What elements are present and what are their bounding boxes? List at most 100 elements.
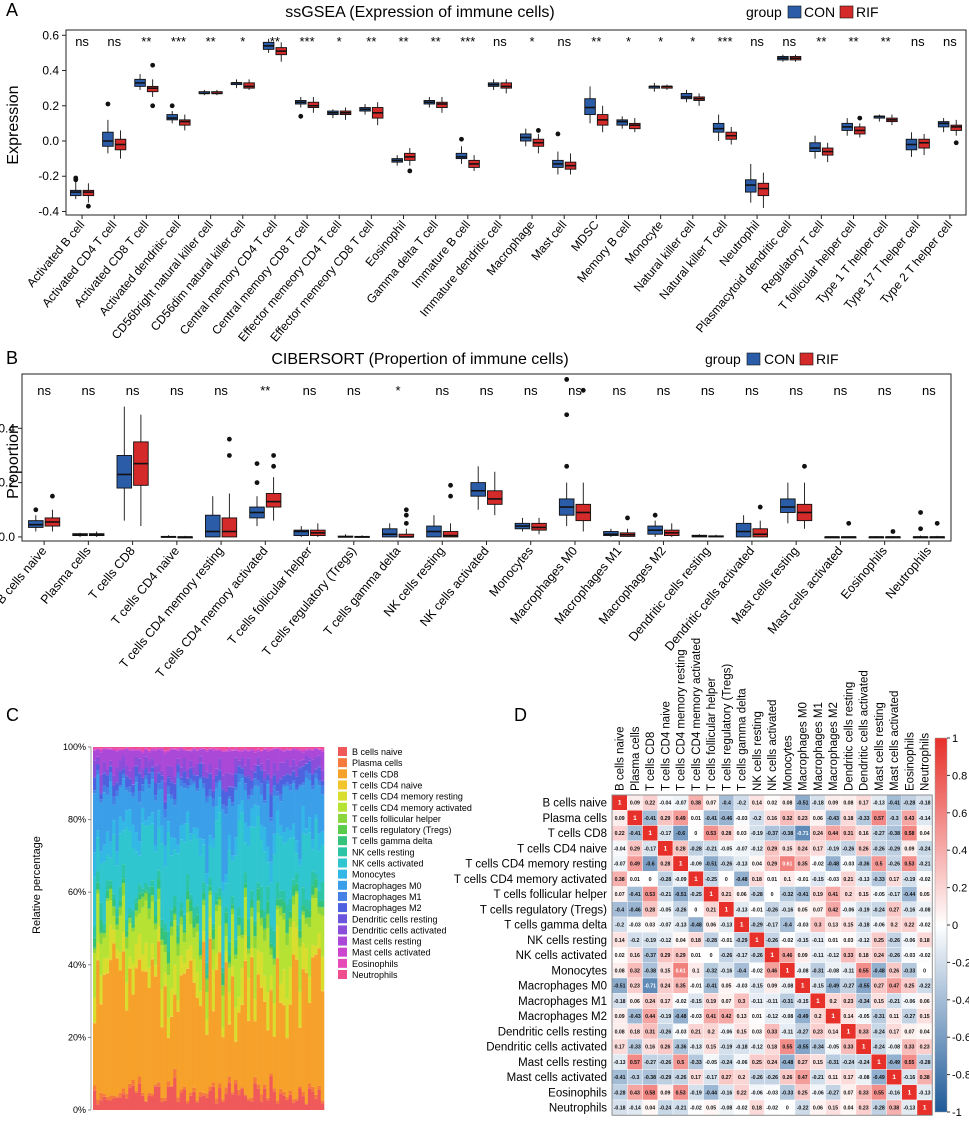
- segment-nk-cells-activated: [266, 862, 270, 887]
- segment-t-cells-regulatory-tregs: [205, 978, 209, 980]
- segment-neutrophils: [186, 747, 190, 750]
- box-con-t-cells-cd4-naive: [160, 535, 177, 538]
- legend-swatch-t-cells-cd4-naive: [338, 780, 347, 790]
- segment-t-cells-follicular-helper: [279, 907, 283, 916]
- segment-neutrophils: [317, 747, 322, 749]
- segment-t-cells-cd4-memory-activated: [173, 920, 177, 965]
- segment-nk-cells-activated: [221, 891, 225, 968]
- cell-value: 0.53: [645, 892, 655, 898]
- segment-nk-cells-resting: [160, 919, 164, 928]
- segment-t-cells-cd4-memory-resting: [205, 1019, 209, 1035]
- sample-bar: [96, 747, 100, 1110]
- cell-value: -0.06: [903, 938, 915, 944]
- box-body: [179, 119, 191, 126]
- segment-t-cells-cd4-naive: [118, 969, 123, 971]
- legend-label-t-cells-cd4-naive: T cells CD4 naive: [352, 780, 422, 790]
- segment-t-cells-follicular-helper: [125, 937, 129, 949]
- cell-value: 0.46: [782, 953, 792, 959]
- segment-t-cells-cd8: [291, 954, 296, 1100]
- segment-t-cells-cd4-naive: [288, 1003, 293, 1006]
- significance-type-1-t-helper-cell: **: [881, 34, 891, 49]
- segment-plasma-cells: [250, 1097, 254, 1102]
- segment-t-cells-cd4-memory-activated: [253, 948, 257, 1000]
- segment-mast-cells-activated: [141, 751, 145, 754]
- segment-dendritic-cells-activated: [205, 771, 209, 778]
- segment-plasma-cells: [259, 1094, 264, 1102]
- box-rif-plasma-cells: [88, 531, 105, 537]
- segment-t-cells-regulatory-tregs: [121, 882, 126, 884]
- segment-mast-cells-activated: [208, 748, 213, 750]
- sample-bar: [218, 747, 222, 1110]
- box-body: [307, 101, 320, 108]
- segment-eosinophils: [240, 748, 245, 751]
- segment-macrophages-m0: [218, 781, 222, 798]
- outlier-point: [271, 463, 277, 469]
- cell-value: -0.46: [720, 816, 732, 822]
- cell-value: -0.04: [614, 846, 626, 852]
- cell-value: 0.02: [615, 953, 625, 959]
- segment-dendritic-cells-activated: [115, 767, 119, 783]
- sample-bar: [99, 747, 103, 1110]
- segment-t-cells-cd4-memory-resting: [166, 1017, 171, 1038]
- segment-dendritic-cells-resting: [99, 792, 103, 794]
- segment-dendritic-cells-resting: [112, 784, 116, 787]
- segment-dendritic-cells-activated: [259, 763, 264, 770]
- segment-t-cells-follicular-helper: [311, 895, 315, 899]
- segment-dendritic-cells-activated: [307, 757, 312, 761]
- segment-monocytes: [253, 804, 257, 828]
- cell-value: -0.28: [614, 1090, 626, 1096]
- segment-eosinophils: [202, 748, 206, 749]
- cell-value: -0.03: [903, 953, 915, 959]
- cell-value: -0.71: [797, 831, 809, 837]
- segment-t-cells-cd4-memory-activated: [230, 914, 235, 967]
- segment-dendritic-cells-resting: [150, 766, 155, 768]
- segment-t-cells-cd4-memory-activated: [157, 899, 161, 927]
- segment-nk-cells-activated: [99, 863, 103, 903]
- segment-t-cells-follicular-helper: [192, 928, 196, 938]
- sample-bar: [105, 747, 110, 1110]
- segment-t-cells-follicular-helper: [230, 909, 235, 915]
- segment-macrophages-m1: [314, 773, 318, 779]
- segment-t-cells-cd4-memory-activated: [198, 959, 203, 992]
- segment-dendritic-cells-activated: [275, 770, 280, 783]
- segment-macrophages-m2: [147, 773, 152, 785]
- segment-t-cells-follicular-helper: [208, 891, 213, 896]
- segment-t-cells-cd4-memory-resting: [247, 978, 251, 1021]
- cell-value: -0.2: [615, 923, 624, 929]
- segment-neutrophils: [153, 747, 158, 748]
- segment-t-cells-cd4-memory-activated: [295, 893, 299, 928]
- box-rif-regulatory-t-cell: [821, 142, 834, 163]
- segment-dendritic-cells-activated: [301, 759, 306, 766]
- segment-mast-cells-activated: [311, 749, 315, 751]
- segment-macrophages-m0: [291, 783, 296, 824]
- segment-t-cells-cd4-memory-resting: [141, 954, 145, 971]
- segment-macrophages-m2: [186, 778, 190, 786]
- segment-mast-cells-activated: [128, 749, 132, 751]
- segment-nk-cells-resting: [234, 939, 238, 948]
- col-label-dendritic-cells-resting: Dendritic cells resting: [843, 682, 855, 791]
- box-rif-type-17-t-helper-cell: [918, 133, 930, 156]
- segment-mast-cells-activated: [253, 750, 257, 753]
- cell-value: 0.18: [691, 938, 701, 944]
- segment-plasma-cells: [102, 1094, 107, 1097]
- box-rif-dendritic-cells-activated: [752, 504, 768, 538]
- cell-value: -0.17: [888, 892, 900, 898]
- box-body: [629, 122, 641, 130]
- segment-t-cells-regulatory-tregs: [186, 899, 190, 901]
- col-label-t-cells-cd8: T cells CD8: [645, 732, 657, 791]
- sample-bar: [198, 747, 203, 1110]
- segment-t-cells-cd4-memory-resting: [125, 982, 129, 1010]
- box-con-b-cells-naive: [28, 507, 44, 532]
- sample-bar: [147, 747, 152, 1110]
- segment-t-cells-cd4-memory-activated: [291, 904, 296, 923]
- segment-eosinophils: [163, 750, 168, 752]
- segment-nk-cells-resting: [186, 874, 190, 891]
- segment-b-cells-naive: [128, 1087, 132, 1110]
- segment-t-cells-cd8: [166, 1037, 171, 1082]
- box-con-type-1-t-helper-cell: [873, 114, 886, 122]
- sample-bar: [208, 747, 213, 1110]
- y-tick-label: 0.2: [42, 99, 59, 113]
- segment-t-cells-cd4-naive: [314, 954, 318, 955]
- segment-macrophages-m1: [208, 788, 213, 797]
